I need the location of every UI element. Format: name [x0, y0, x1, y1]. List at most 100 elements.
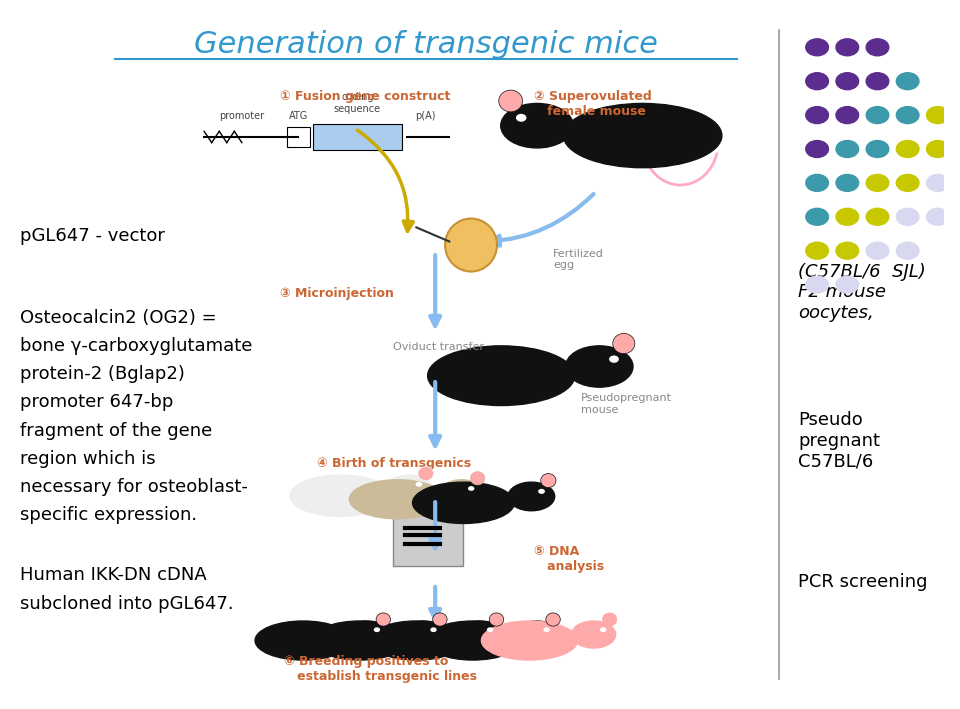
Circle shape	[487, 627, 493, 632]
Circle shape	[600, 627, 607, 632]
Ellipse shape	[508, 482, 555, 510]
Ellipse shape	[376, 613, 391, 626]
Text: ATG: ATG	[289, 111, 308, 121]
Circle shape	[926, 140, 949, 157]
Ellipse shape	[312, 621, 408, 660]
Text: fragment of the gene: fragment of the gene	[20, 422, 212, 440]
Circle shape	[926, 106, 949, 123]
Circle shape	[805, 242, 828, 259]
Ellipse shape	[349, 480, 445, 519]
Text: ① Fusion gene construct: ① Fusion gene construct	[279, 89, 450, 103]
Circle shape	[836, 208, 858, 225]
Text: Generation of transgenic mice: Generation of transgenic mice	[194, 30, 658, 59]
Text: promoter 647-bp: promoter 647-bp	[20, 393, 174, 411]
Ellipse shape	[564, 104, 722, 168]
FancyBboxPatch shape	[313, 124, 402, 150]
Text: pGL647 - vector: pGL647 - vector	[20, 228, 165, 245]
FancyBboxPatch shape	[393, 513, 464, 566]
Ellipse shape	[603, 613, 617, 626]
Ellipse shape	[565, 346, 633, 387]
Circle shape	[836, 276, 858, 293]
Ellipse shape	[540, 474, 556, 488]
Circle shape	[516, 114, 526, 122]
Ellipse shape	[402, 621, 445, 648]
Text: Pseudopregnant
mouse: Pseudopregnant mouse	[582, 393, 672, 415]
Circle shape	[805, 73, 828, 89]
Circle shape	[539, 489, 545, 494]
Ellipse shape	[445, 218, 497, 272]
Ellipse shape	[459, 621, 502, 648]
Text: promoter: promoter	[219, 111, 264, 121]
Circle shape	[926, 174, 949, 191]
Circle shape	[836, 73, 858, 89]
Ellipse shape	[440, 480, 484, 507]
Circle shape	[866, 106, 889, 123]
Ellipse shape	[386, 475, 432, 503]
Text: ③ Microinjection: ③ Microinjection	[279, 287, 394, 301]
Circle shape	[866, 73, 889, 89]
Text: Fertilized
egg: Fertilized egg	[553, 249, 604, 270]
Circle shape	[805, 39, 828, 56]
Text: (C57BL/6  SJL)
F2 mouse
oocytes,: (C57BL/6 SJL) F2 mouse oocytes,	[799, 263, 926, 323]
Circle shape	[897, 73, 919, 89]
Circle shape	[805, 174, 828, 191]
Text: coding
sequence: coding sequence	[334, 92, 381, 113]
Ellipse shape	[346, 621, 390, 648]
Circle shape	[897, 106, 919, 123]
Text: necessary for osteoblast-: necessary for osteoblast-	[20, 478, 248, 496]
Ellipse shape	[499, 90, 522, 112]
Circle shape	[609, 355, 619, 363]
Text: bone γ-carboxyglutamate: bone γ-carboxyglutamate	[20, 337, 252, 354]
Circle shape	[430, 627, 437, 632]
Circle shape	[468, 486, 474, 491]
Ellipse shape	[515, 621, 559, 648]
Circle shape	[836, 106, 858, 123]
Ellipse shape	[427, 346, 575, 406]
Circle shape	[805, 276, 828, 293]
Ellipse shape	[612, 333, 635, 354]
Circle shape	[866, 140, 889, 157]
Circle shape	[805, 106, 828, 123]
Circle shape	[866, 174, 889, 191]
Text: region which is: region which is	[20, 450, 156, 468]
Ellipse shape	[546, 613, 561, 626]
Circle shape	[866, 208, 889, 225]
Ellipse shape	[255, 621, 351, 660]
Ellipse shape	[290, 475, 392, 516]
Text: ② Superovulated
   female mouse: ② Superovulated female mouse	[534, 89, 652, 118]
Ellipse shape	[425, 621, 521, 660]
Text: Pseudo
pregnant
C57BL/6: Pseudo pregnant C57BL/6	[799, 411, 880, 471]
Circle shape	[805, 208, 828, 225]
Text: Human IKK-DN cDNA: Human IKK-DN cDNA	[20, 566, 207, 584]
Text: PCR screening: PCR screening	[799, 574, 927, 591]
Circle shape	[836, 39, 858, 56]
Ellipse shape	[413, 482, 515, 523]
Text: ⑤ DNA
   analysis: ⑤ DNA analysis	[534, 545, 605, 573]
Ellipse shape	[481, 621, 578, 660]
Circle shape	[836, 174, 858, 191]
FancyBboxPatch shape	[287, 127, 310, 147]
Text: Osteocalcin2 (OG2) =: Osteocalcin2 (OG2) =	[20, 308, 217, 327]
Text: ④ Birth of transgenics: ④ Birth of transgenics	[318, 457, 471, 470]
Ellipse shape	[571, 621, 615, 648]
Ellipse shape	[490, 613, 504, 626]
Text: protein-2 (Bglap2): protein-2 (Bglap2)	[20, 365, 185, 383]
Text: subcloned into pGL647.: subcloned into pGL647.	[20, 595, 234, 613]
Circle shape	[836, 242, 858, 259]
Ellipse shape	[470, 471, 485, 485]
Circle shape	[373, 627, 380, 632]
Circle shape	[866, 242, 889, 259]
Ellipse shape	[501, 104, 573, 148]
Circle shape	[897, 208, 919, 225]
Text: p(A): p(A)	[416, 111, 436, 121]
Circle shape	[836, 140, 858, 157]
Ellipse shape	[369, 621, 465, 660]
Circle shape	[805, 140, 828, 157]
Circle shape	[926, 208, 949, 225]
Circle shape	[416, 481, 422, 487]
Text: specific expression.: specific expression.	[20, 506, 198, 525]
Ellipse shape	[419, 467, 433, 481]
Text: Oviduct transfer: Oviduct transfer	[393, 342, 484, 352]
Circle shape	[543, 627, 550, 632]
Circle shape	[897, 174, 919, 191]
